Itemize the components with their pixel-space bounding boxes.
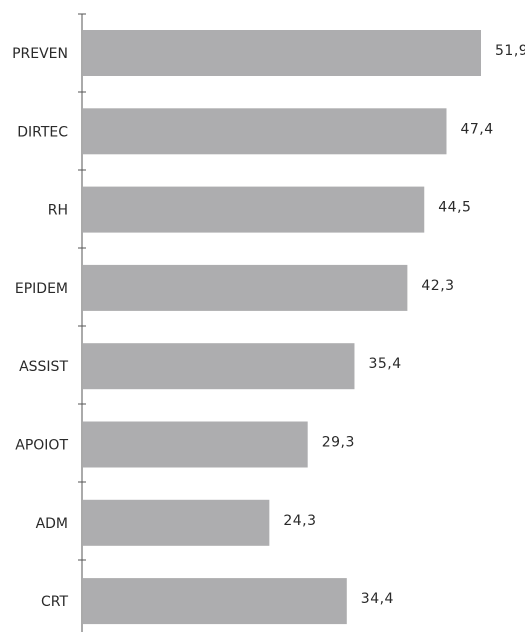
category-label: CRT (41, 594, 68, 610)
bar-preven (83, 30, 481, 76)
category-label: RH (48, 203, 68, 219)
value-label: 44,5 (438, 200, 471, 216)
bar-dirtec (83, 108, 447, 155)
value-label: 34,4 (361, 591, 394, 607)
value-label: 29,3 (322, 435, 355, 451)
bar-epidem (83, 264, 408, 311)
value-label: 47,4 (460, 121, 493, 137)
value-label: 35,4 (368, 356, 401, 372)
value-label: 42,3 (421, 278, 454, 294)
bar-rh (83, 186, 425, 233)
category-label: ASSIST (19, 359, 68, 375)
category-label: APOIOT (15, 438, 68, 454)
category-label: EPIDEM (15, 281, 68, 297)
value-label: 24,3 (283, 513, 316, 529)
value-label: 51,9 (495, 43, 525, 59)
value-labels: 51,9 47,4 44,5 42,3 35,4 29,3 24,3 34,4 (283, 43, 525, 607)
bar-apoiot (83, 421, 308, 468)
bars-group (83, 30, 481, 625)
category-labels: PREVEN DIRTEC RH EPIDEM ASSIST APOIOT ADM CRT (12, 46, 68, 610)
category-label: DIRTEC (17, 124, 68, 140)
bar-crt (83, 578, 347, 625)
bar-assist (83, 343, 355, 390)
category-label: PREVEN (12, 46, 68, 62)
bar-adm (83, 499, 270, 546)
y-axis-ticks (78, 13, 86, 561)
category-label: ADM (36, 516, 68, 532)
